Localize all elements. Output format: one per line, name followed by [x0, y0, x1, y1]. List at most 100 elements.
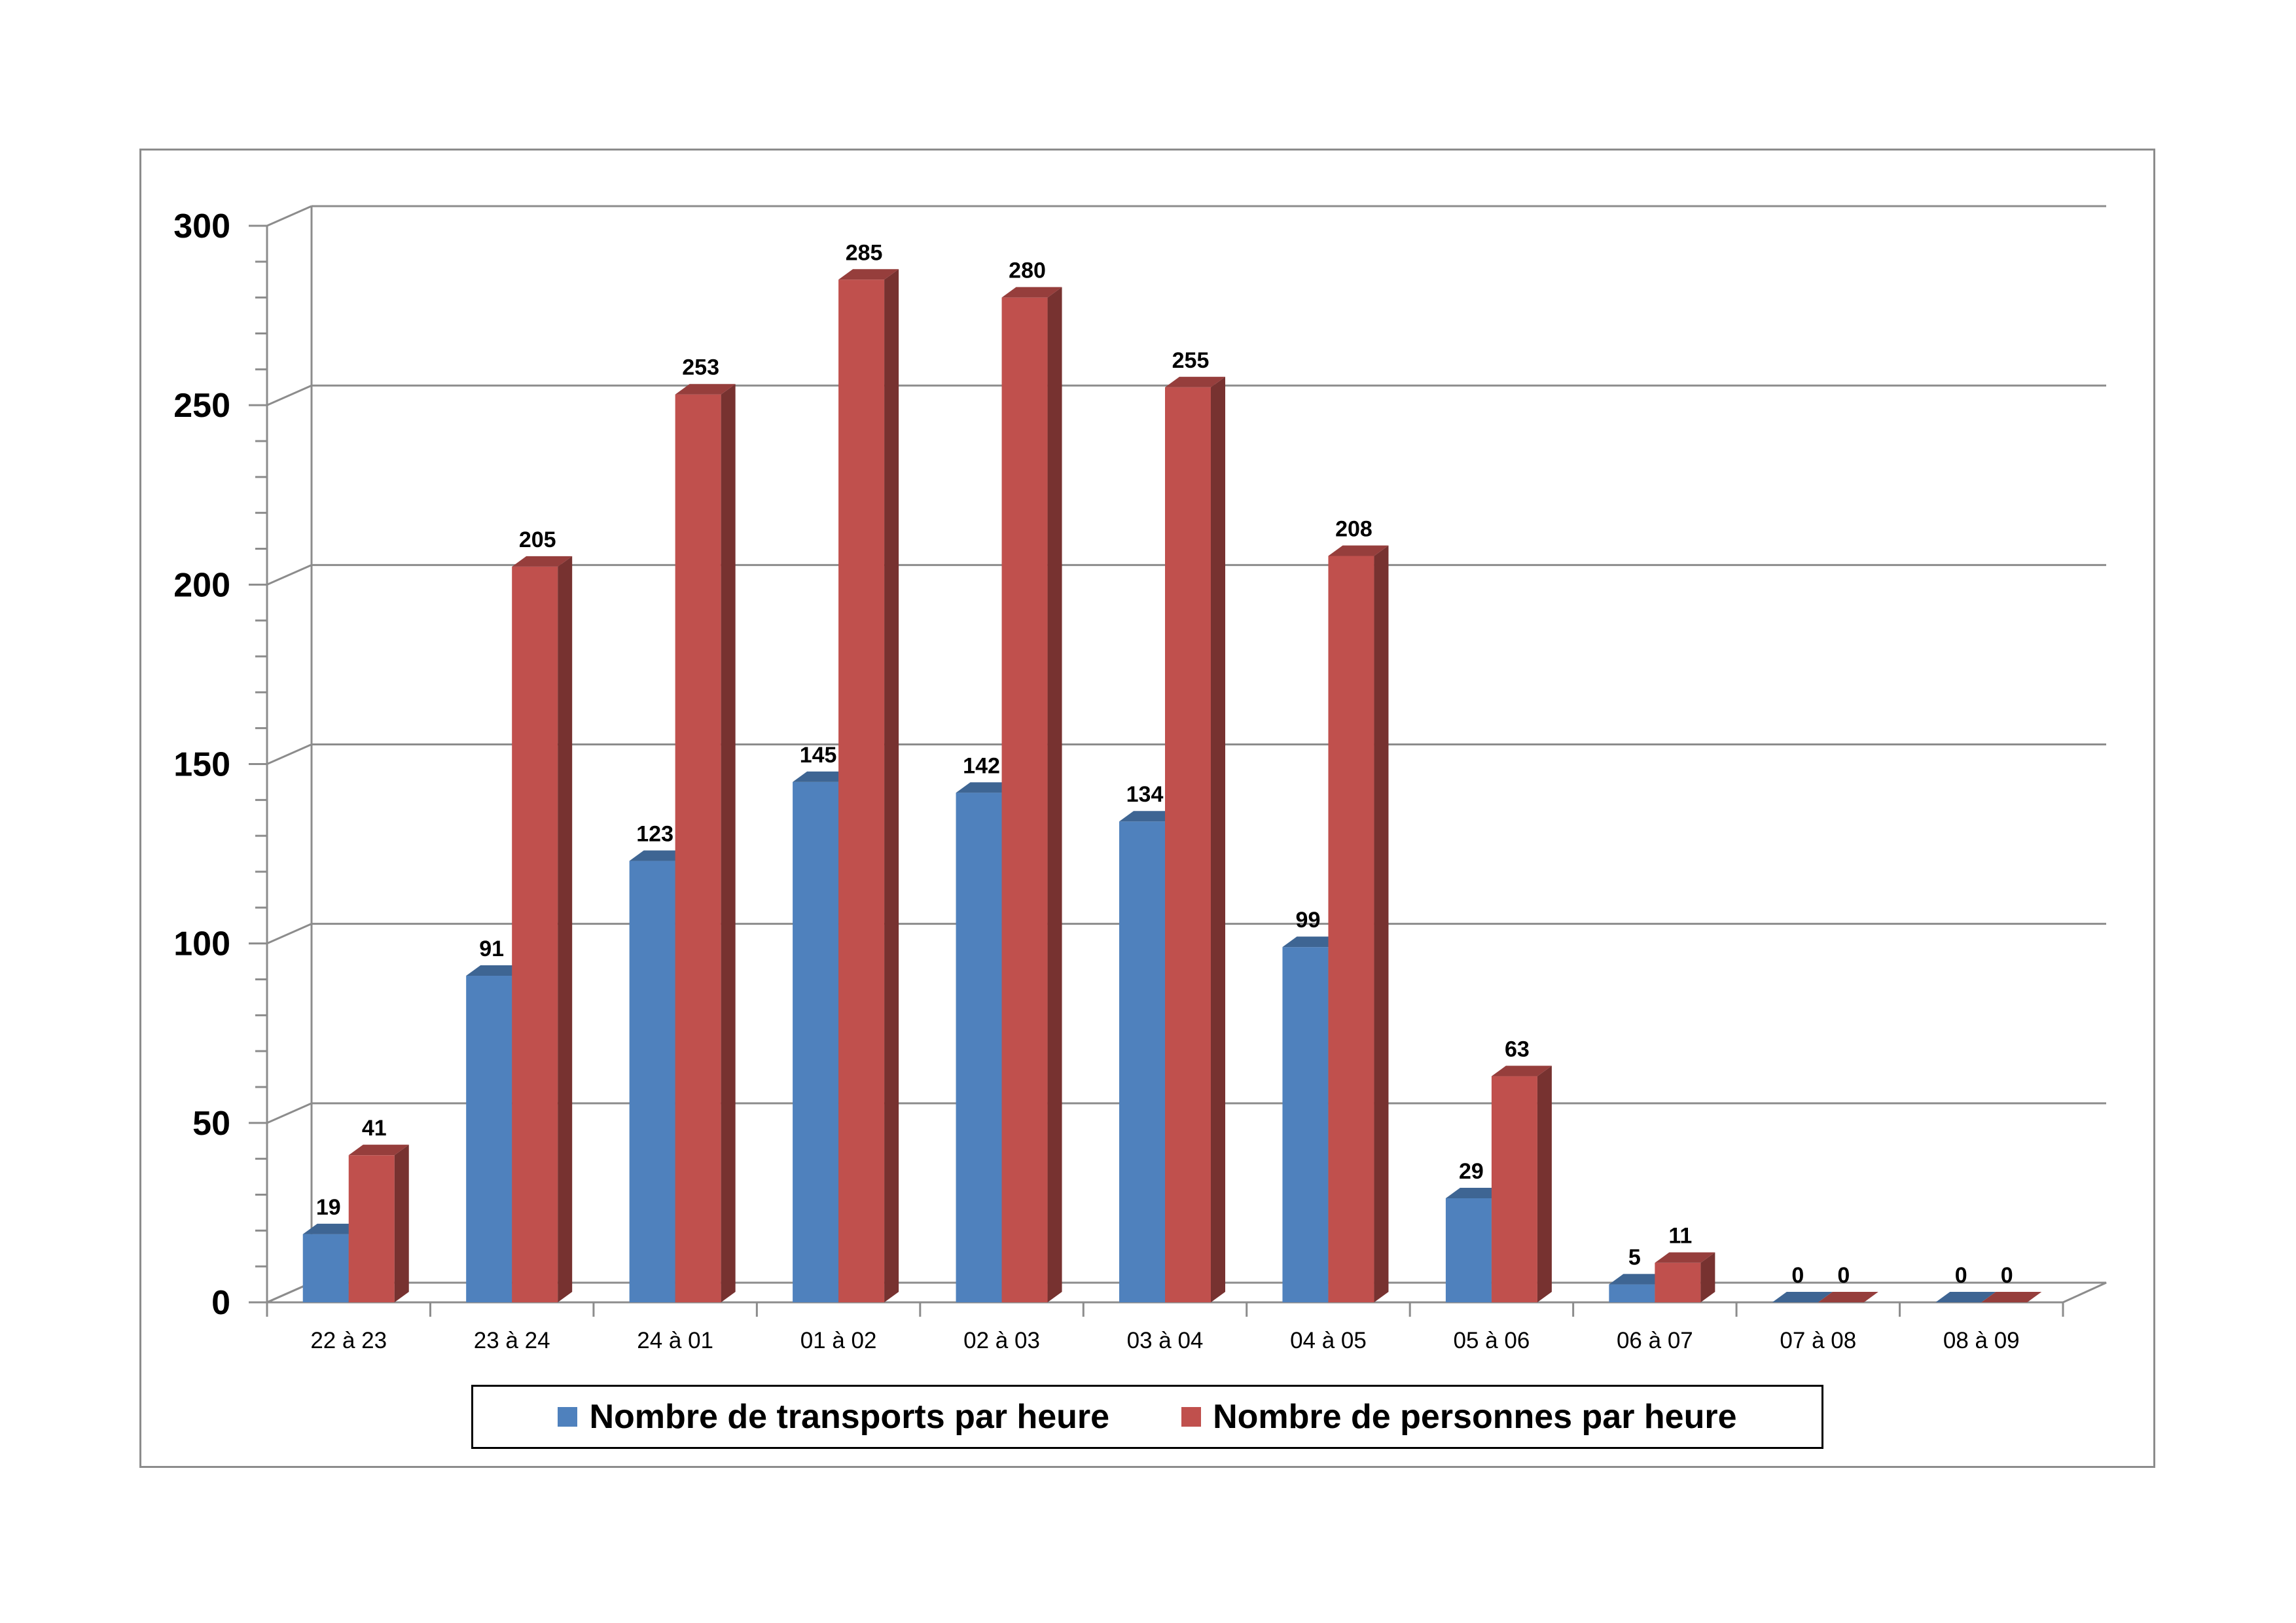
- bar-side: [394, 1145, 409, 1302]
- bar-front: [1119, 821, 1165, 1302]
- bar-top: [956, 782, 1016, 793]
- bar-personnes: [1818, 1292, 1878, 1302]
- bar-side: [1374, 545, 1389, 1302]
- legend: Nombre de transports par heure Nombre de…: [471, 1385, 1823, 1449]
- bar-front: [1165, 387, 1211, 1302]
- legend-item-personnes: Nombre de personnes par heure: [1181, 1397, 1737, 1436]
- bar-side: [1047, 287, 1062, 1303]
- gridline-side: [266, 743, 312, 765]
- data-label: 285: [846, 240, 883, 265]
- data-label: 41: [362, 1116, 387, 1141]
- bar-top: [1772, 1292, 1833, 1302]
- x-tick-label: 05 à 06: [1454, 1328, 1530, 1353]
- bar-front: [1001, 297, 1048, 1303]
- bar-transports: [1935, 1292, 1996, 1302]
- gridline-side: [266, 1102, 312, 1124]
- data-label: 0: [1837, 1263, 1850, 1288]
- y-tick-label: 300: [173, 207, 230, 245]
- y-tick-label: 250: [173, 387, 230, 425]
- y-tick-label: 50: [192, 1105, 230, 1143]
- data-label: 123: [636, 822, 673, 847]
- bar-personnes: [512, 556, 573, 1302]
- bar-top: [466, 965, 527, 976]
- data-label: 145: [800, 743, 837, 768]
- data-label: 280: [1009, 259, 1046, 283]
- data-label: 29: [1459, 1159, 1484, 1184]
- data-label: 134: [1126, 782, 1164, 807]
- x-tick-label: 24 à 01: [637, 1328, 713, 1353]
- x-tick-label: 04 à 05: [1290, 1328, 1367, 1353]
- data-label: 0: [1955, 1263, 1967, 1288]
- bar-top: [512, 556, 573, 567]
- data-label: 63: [1505, 1037, 1530, 1062]
- bar-top: [1001, 287, 1062, 298]
- bar-front: [1491, 1076, 1537, 1302]
- data-label: 205: [519, 527, 556, 552]
- bar-top: [302, 1223, 363, 1234]
- bar-personnes: [1981, 1292, 2042, 1302]
- x-tick-label: 03 à 04: [1127, 1328, 1204, 1353]
- data-label: 99: [1296, 908, 1321, 933]
- bar-front: [675, 394, 721, 1302]
- bar-side: [1700, 1252, 1715, 1302]
- legend-swatch-personnes: [1181, 1407, 1202, 1427]
- bar-front: [793, 781, 839, 1302]
- legend-label-personnes: Nombre de personnes par heure: [1213, 1398, 1737, 1436]
- data-label: 11: [1668, 1224, 1692, 1249]
- bar-personnes: [1001, 287, 1062, 1303]
- bar-side: [884, 269, 899, 1302]
- bar-personnes: [675, 383, 736, 1302]
- bar-top: [1119, 811, 1179, 822]
- x-tick-label: 08 à 09: [1943, 1328, 2020, 1353]
- x-tick-label: 06 à 07: [1617, 1328, 1693, 1353]
- legend-item-transports: Nombre de transports par heure: [558, 1397, 1109, 1436]
- gridline-side: [266, 923, 312, 945]
- x-tick-label: 07 à 08: [1780, 1328, 1856, 1353]
- bar-front: [1609, 1284, 1655, 1302]
- bar-top: [1491, 1065, 1552, 1077]
- x-tick-label: 02 à 03: [963, 1328, 1040, 1353]
- gridline-side: [266, 563, 312, 586]
- bar-side: [1211, 376, 1225, 1302]
- y-tick-label: 200: [173, 566, 230, 604]
- bar-top: [1981, 1292, 2042, 1302]
- bar-personnes: [838, 269, 899, 1302]
- bar-side: [558, 556, 573, 1302]
- bar-front: [1328, 556, 1374, 1302]
- bar-top: [629, 850, 690, 861]
- bar-personnes: [1328, 545, 1389, 1302]
- data-label: 19: [316, 1195, 341, 1220]
- gridline-side: [266, 205, 312, 227]
- bar-top: [1609, 1274, 1670, 1285]
- bar-front: [629, 861, 675, 1302]
- data-label: 91: [479, 936, 504, 961]
- bar-side: [1537, 1065, 1552, 1302]
- bar-top: [1328, 545, 1389, 556]
- bar-layer: [302, 269, 2042, 1303]
- legend-swatch-transports: [558, 1407, 578, 1427]
- y-tick-label: 100: [173, 925, 230, 963]
- bar-personnes: [348, 1145, 409, 1302]
- y-tick-label: 0: [211, 1284, 230, 1322]
- y-tick-label: 150: [173, 746, 230, 784]
- bar-top: [348, 1145, 409, 1156]
- bar-front: [956, 793, 1002, 1302]
- data-label: 5: [1628, 1245, 1641, 1270]
- x-tick-label: 23 à 24: [474, 1328, 550, 1353]
- bar-top: [1165, 376, 1225, 387]
- gridline-side: [266, 384, 312, 406]
- bar-front: [1445, 1198, 1492, 1302]
- x-tick-label: 22 à 23: [310, 1328, 387, 1353]
- bar-front: [838, 279, 885, 1302]
- data-label: 253: [682, 355, 719, 380]
- bar-personnes: [1491, 1065, 1552, 1302]
- bar-top: [1818, 1292, 1878, 1302]
- data-label: 255: [1172, 348, 1210, 373]
- bar-top: [838, 269, 899, 280]
- data-label: 0: [1791, 1263, 1804, 1288]
- bar-side: [721, 383, 736, 1302]
- bar-top: [1935, 1292, 1996, 1302]
- bar-top: [793, 771, 853, 782]
